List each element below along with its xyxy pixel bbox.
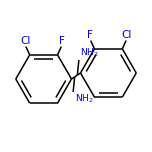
Text: F: F [59,36,65,46]
Text: Cl: Cl [122,30,132,40]
Text: NH$_2$: NH$_2$ [80,47,98,59]
Text: Cl: Cl [20,36,30,46]
Text: NH$_2$: NH$_2$ [75,93,94,105]
Text: F: F [87,30,93,40]
